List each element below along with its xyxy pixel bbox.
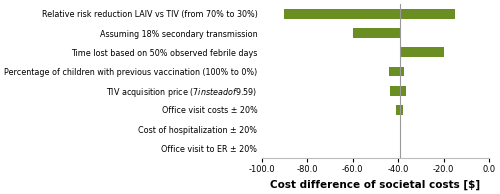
Bar xyxy=(390,86,406,96)
Bar xyxy=(352,28,401,38)
Bar xyxy=(396,105,402,115)
X-axis label: Cost difference of societal costs [$]: Cost difference of societal costs [$] xyxy=(270,180,480,190)
Bar xyxy=(284,9,455,19)
Bar xyxy=(389,67,404,76)
Bar xyxy=(400,48,444,57)
